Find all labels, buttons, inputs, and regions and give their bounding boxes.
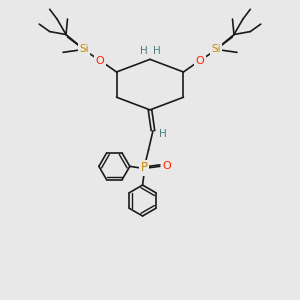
Text: H: H — [140, 46, 147, 56]
Text: Si: Si — [211, 44, 221, 54]
Text: Si: Si — [79, 44, 89, 54]
Text: O: O — [163, 161, 171, 171]
Text: H: H — [160, 129, 167, 139]
Text: P: P — [141, 161, 148, 174]
Text: O: O — [96, 56, 105, 66]
Text: O: O — [195, 56, 204, 66]
Text: H: H — [153, 46, 160, 56]
